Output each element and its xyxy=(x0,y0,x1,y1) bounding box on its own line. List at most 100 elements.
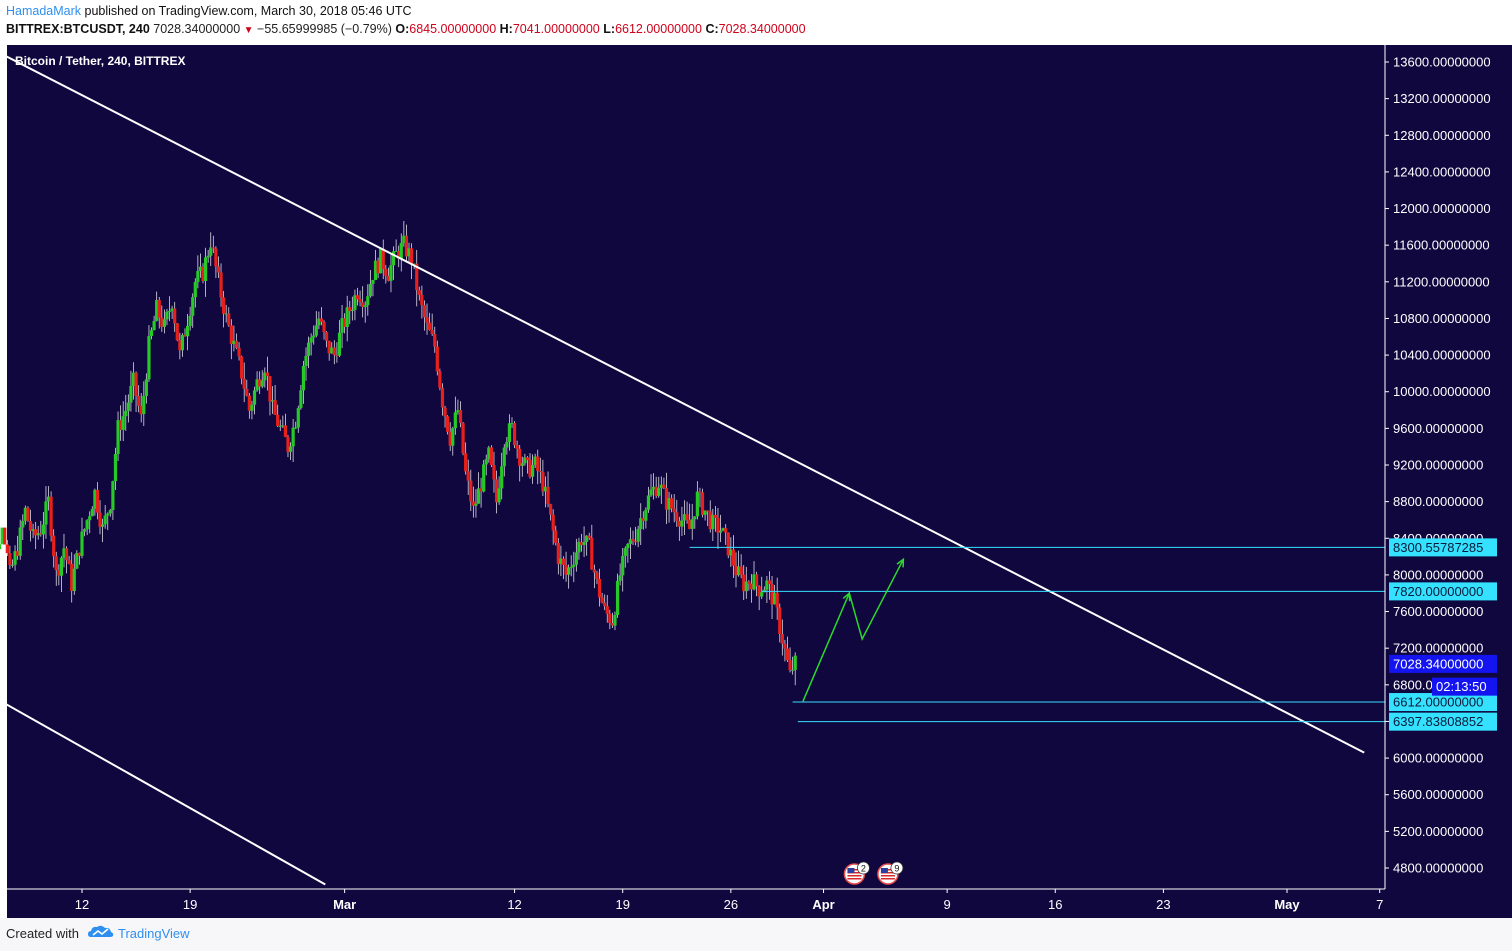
candle-body xyxy=(345,307,349,327)
candle-body xyxy=(214,248,218,267)
candle-body xyxy=(234,340,239,348)
created-with-text: Created with xyxy=(6,926,79,941)
low-label: L: xyxy=(603,22,616,36)
candle-body xyxy=(129,385,133,403)
candle-body xyxy=(304,355,308,367)
candle-body xyxy=(301,366,306,391)
candle-body xyxy=(353,295,357,310)
candle-body xyxy=(466,471,470,481)
time-tick-label: May xyxy=(1274,897,1300,912)
price-tick-label: 12400.00000000 xyxy=(1393,164,1491,179)
candle-body xyxy=(422,305,427,318)
us-flag-event-icon[interactable]: 2 xyxy=(843,861,870,885)
candle-body xyxy=(574,552,578,565)
price-tick-label: 5600.00000000 xyxy=(1393,787,1483,802)
price-axis[interactable] xyxy=(1385,45,1512,918)
candle-body xyxy=(222,297,226,314)
us-flag-event-icon[interactable]: 9 xyxy=(877,861,904,885)
price-tick-label: 9600.00000000 xyxy=(1393,421,1483,436)
candle-body xyxy=(641,518,645,521)
candle-body xyxy=(188,315,192,326)
candle-body xyxy=(291,427,295,447)
candle-body xyxy=(46,496,51,502)
candle-body xyxy=(438,371,442,388)
candle-body xyxy=(646,495,651,510)
plot-area[interactable] xyxy=(7,45,1385,889)
candle-body xyxy=(415,263,419,291)
candle-body xyxy=(203,257,208,281)
close-value: 7028.34000000 xyxy=(718,22,806,36)
candle-body xyxy=(682,514,687,521)
candle-body xyxy=(744,581,748,592)
candle-body xyxy=(144,379,148,396)
time-tick-label: 16 xyxy=(1048,897,1062,912)
candle-body xyxy=(487,447,491,460)
trendline-2[interactable] xyxy=(0,690,326,886)
candle-body xyxy=(402,235,406,244)
tradingview-cloud-icon[interactable] xyxy=(88,924,114,943)
candle-body xyxy=(100,524,105,527)
candle-body xyxy=(528,460,532,477)
candle-body xyxy=(644,509,648,521)
candle-body xyxy=(314,325,318,336)
candle-body xyxy=(427,322,432,330)
candle-body xyxy=(394,251,398,253)
candle-body xyxy=(270,400,275,402)
candle-body xyxy=(791,669,795,671)
trendline-1[interactable] xyxy=(0,44,1365,754)
candle-body xyxy=(152,320,156,331)
candle-body xyxy=(502,447,506,467)
candle-body xyxy=(106,513,110,516)
candle-body xyxy=(389,265,393,281)
projection-path[interactable] xyxy=(802,558,905,702)
candle-body xyxy=(484,459,488,465)
candle-body xyxy=(440,387,445,408)
candle-body xyxy=(749,583,754,590)
tradingview-link[interactable]: TradingView xyxy=(118,926,190,941)
candle-body xyxy=(240,356,244,379)
candle-body xyxy=(8,553,12,566)
price-tick-label: 7600.00000000 xyxy=(1393,604,1483,619)
candle-body xyxy=(788,660,792,671)
candle-body xyxy=(649,489,653,496)
candle-body xyxy=(296,408,300,428)
candle-body xyxy=(628,539,633,544)
candle-body xyxy=(736,566,741,576)
close-label: C: xyxy=(705,22,719,36)
candle-body xyxy=(258,379,262,387)
candle-body xyxy=(201,266,205,281)
candle-body xyxy=(193,281,197,298)
candle-body xyxy=(549,504,553,515)
candle-body xyxy=(245,388,249,396)
candle-body xyxy=(685,514,689,520)
price-tick-label: 11200.00000000 xyxy=(1393,274,1490,289)
author-link[interactable]: HamadaMark xyxy=(6,4,82,18)
candle-body xyxy=(330,347,334,354)
candle-body xyxy=(260,380,264,387)
candle-body xyxy=(608,613,612,623)
time-axis[interactable] xyxy=(7,889,1385,918)
candle-body xyxy=(726,532,730,556)
candle-body xyxy=(754,574,759,587)
candle-body xyxy=(327,340,331,354)
candle-body xyxy=(39,533,43,535)
candle-body xyxy=(633,541,638,543)
time-tick-label: 19 xyxy=(615,897,629,912)
level-price-tag: 6612.00000000 xyxy=(1393,695,1483,710)
candle-body xyxy=(708,511,712,530)
candle-body xyxy=(412,263,416,265)
candle-body xyxy=(26,507,30,521)
candle-body xyxy=(242,378,246,389)
candle-body xyxy=(319,318,324,322)
candle-body xyxy=(672,508,676,513)
candle-body xyxy=(23,507,27,521)
candle-body xyxy=(662,484,666,488)
candle-body xyxy=(116,420,120,455)
candle-body xyxy=(343,318,347,327)
last-price-tag: 7028.34000000 xyxy=(1393,656,1483,671)
candle-body xyxy=(675,512,679,522)
countdown-tag: 02:13:50 xyxy=(1436,679,1487,694)
candle-body xyxy=(355,295,360,300)
